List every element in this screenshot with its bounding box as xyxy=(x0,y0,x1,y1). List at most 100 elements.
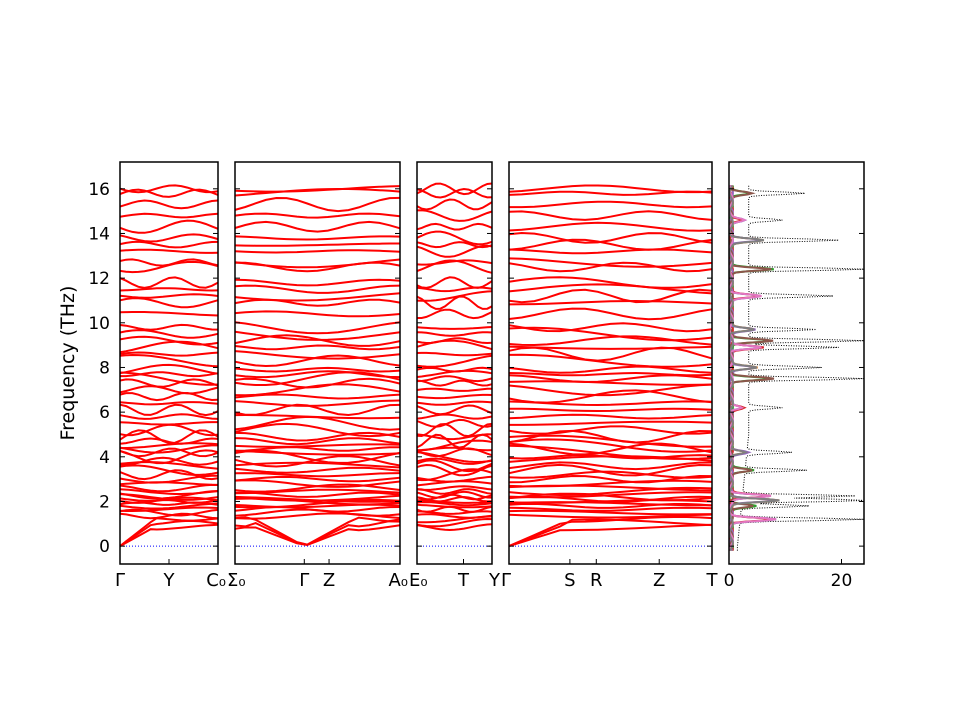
y-tick-label: 2 xyxy=(99,492,110,512)
band-line xyxy=(508,486,713,497)
band-line xyxy=(416,222,493,231)
band-line xyxy=(120,371,219,378)
band-line xyxy=(234,310,401,318)
band-line xyxy=(508,454,713,460)
band-line xyxy=(508,365,713,374)
band-line xyxy=(119,258,219,267)
band-line xyxy=(416,503,493,509)
band-line xyxy=(509,420,713,426)
y-tick-label: 10 xyxy=(88,314,110,334)
band-line xyxy=(508,479,713,488)
band-line xyxy=(234,242,400,247)
band-line xyxy=(234,437,401,446)
band-line xyxy=(234,371,401,386)
band-line xyxy=(416,230,493,246)
band-line xyxy=(234,278,401,287)
band-line xyxy=(119,421,218,426)
y-tick-label: 14 xyxy=(88,224,110,244)
band-line xyxy=(508,463,713,477)
x-tick-label: C₀ xyxy=(206,570,226,591)
band-line xyxy=(508,389,713,404)
band-line xyxy=(234,518,401,546)
band-line xyxy=(234,249,401,254)
x-tick-label: T xyxy=(457,570,470,591)
band-line xyxy=(416,366,493,373)
x-tick-label: S xyxy=(564,570,575,591)
band-line xyxy=(508,383,713,397)
band-line xyxy=(234,220,401,233)
band-line xyxy=(508,509,713,516)
y-tick-labels: 0 2 4 6 8 10 12 14 16 xyxy=(88,180,110,557)
band-panel-3: E₀ T Y xyxy=(409,161,501,591)
band-line xyxy=(416,295,493,310)
band-line xyxy=(234,350,401,360)
band-line xyxy=(416,463,493,477)
band-line xyxy=(234,344,401,351)
band-line xyxy=(234,422,401,438)
band-line xyxy=(234,383,401,397)
band-line xyxy=(416,404,493,416)
band-line xyxy=(416,457,493,465)
band-line xyxy=(508,261,713,273)
band-line xyxy=(234,366,401,373)
y-tick-label: 8 xyxy=(99,358,110,378)
band-line xyxy=(416,290,493,302)
x-tick-label: Y xyxy=(163,570,176,591)
band-line xyxy=(509,407,713,413)
x-tick-label: Σ₀ xyxy=(227,570,246,591)
band-line xyxy=(234,235,401,241)
band-line xyxy=(119,248,219,254)
band-line xyxy=(508,516,713,548)
band-line xyxy=(234,449,401,464)
band-line xyxy=(119,240,219,249)
band-line xyxy=(234,399,401,407)
band-line xyxy=(416,187,493,199)
band-line xyxy=(119,297,219,309)
y-tick-label: 4 xyxy=(99,448,110,468)
band-line xyxy=(416,433,493,441)
band-line xyxy=(416,488,493,495)
band-line xyxy=(416,198,493,211)
band-line xyxy=(416,209,493,222)
dos-x-tick-label: 20 xyxy=(831,571,853,591)
band-line xyxy=(508,461,713,471)
band-line xyxy=(119,378,219,388)
band-line xyxy=(508,276,713,289)
band-line xyxy=(234,466,401,474)
band-line xyxy=(416,387,493,392)
band-line xyxy=(234,185,401,193)
band-line xyxy=(508,438,713,453)
band-line xyxy=(416,393,493,400)
band-line xyxy=(119,429,219,445)
band-line xyxy=(119,184,219,194)
band-line xyxy=(119,371,219,386)
x-tick-label: Γ xyxy=(299,570,309,591)
band-line xyxy=(508,345,713,350)
band-line xyxy=(234,377,401,389)
band-line xyxy=(119,413,219,420)
band-line xyxy=(416,375,493,383)
band-line xyxy=(416,513,493,519)
band-line xyxy=(416,418,493,428)
band-line xyxy=(119,403,219,417)
band-line xyxy=(234,284,401,294)
x-tick-label: Y xyxy=(488,570,501,591)
band-line xyxy=(508,380,713,386)
band-line xyxy=(119,311,219,317)
band-line xyxy=(234,431,401,442)
band-panel-2: Σ₀ Γ Z A₀ xyxy=(227,161,408,591)
panel-frame xyxy=(416,161,493,565)
band-line xyxy=(508,231,713,244)
band-line xyxy=(119,385,219,395)
band-line xyxy=(508,299,713,306)
band-line xyxy=(416,485,493,491)
band-line xyxy=(416,331,493,337)
band-line xyxy=(119,488,219,495)
band-line xyxy=(234,370,401,379)
band-line xyxy=(234,403,401,417)
band-line xyxy=(234,494,401,502)
x-tick-label: Γ xyxy=(115,570,125,591)
band-line xyxy=(508,322,713,333)
band-line xyxy=(416,490,493,499)
band-line xyxy=(508,444,713,460)
